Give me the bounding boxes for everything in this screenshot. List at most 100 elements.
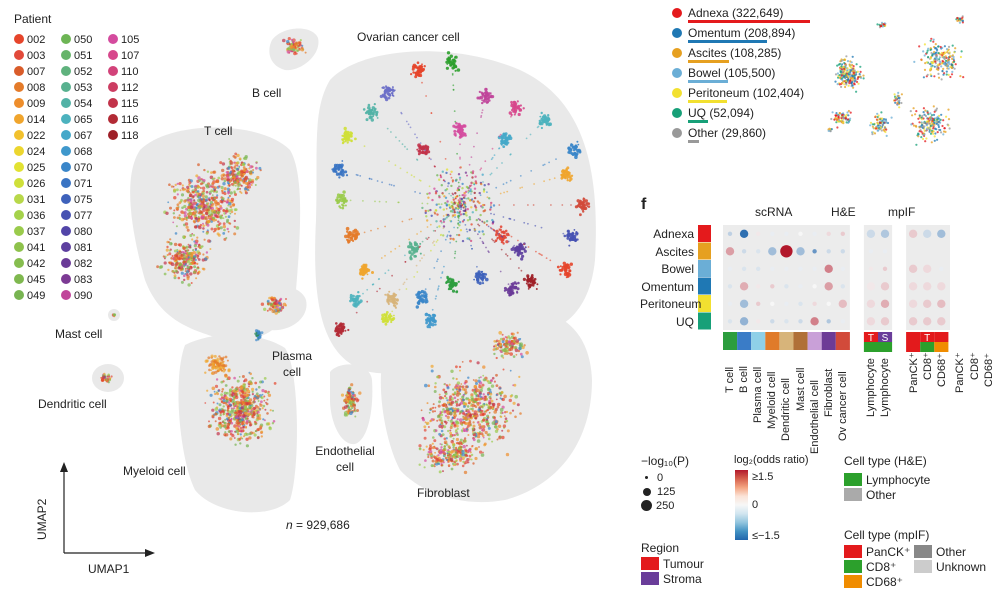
cell-point xyxy=(425,152,428,155)
cell-point xyxy=(481,206,484,209)
cell-point xyxy=(304,51,307,54)
cell-point xyxy=(268,426,272,431)
cell-point xyxy=(102,375,106,380)
cell-point xyxy=(197,252,202,256)
cell-point xyxy=(362,200,364,202)
cell-point xyxy=(200,199,204,204)
patient-id: 037 xyxy=(27,226,46,238)
cell-point xyxy=(200,204,204,208)
cell-point xyxy=(339,193,343,198)
cell-point xyxy=(205,231,209,235)
cell-point xyxy=(473,145,475,148)
patient-legend-title: Patient xyxy=(14,12,52,26)
cell-point xyxy=(374,200,376,203)
cell-point xyxy=(450,184,453,188)
cell-point xyxy=(213,197,216,200)
cell-point xyxy=(343,200,346,204)
cell-point xyxy=(263,399,266,402)
cell-point xyxy=(250,184,253,186)
patient-id: 009 xyxy=(27,98,46,110)
cell-point xyxy=(452,388,455,391)
cell-point xyxy=(363,145,366,148)
cell-point xyxy=(368,115,372,120)
cell-point xyxy=(449,419,453,423)
cell-point xyxy=(346,137,351,142)
cell-point xyxy=(459,393,462,396)
cell-point xyxy=(179,189,182,192)
cell-point xyxy=(457,173,461,176)
cell-point xyxy=(513,251,516,254)
patient-id: 080 xyxy=(74,226,93,238)
cell-point xyxy=(555,158,557,161)
cell-point xyxy=(173,274,177,277)
cell-point xyxy=(190,252,193,255)
cell-point xyxy=(223,409,227,412)
patient-color-swatch xyxy=(61,290,71,300)
cell-point xyxy=(582,198,586,201)
cell-point xyxy=(234,152,238,156)
cell-point xyxy=(452,462,455,465)
cell-point xyxy=(199,182,203,186)
cell-point xyxy=(222,356,225,359)
cell-point xyxy=(246,182,250,185)
cell-point xyxy=(419,245,421,248)
cell-point xyxy=(385,311,389,314)
cell-point xyxy=(427,455,430,459)
cell-point xyxy=(455,377,458,381)
cell-point xyxy=(562,232,565,235)
cell-point xyxy=(212,230,215,233)
cell-point xyxy=(470,156,473,159)
cell-point xyxy=(248,432,252,436)
cell-point xyxy=(430,112,433,114)
cell-point xyxy=(439,443,442,445)
patient-color-swatch xyxy=(108,66,118,76)
cell-point xyxy=(436,414,441,419)
cell-point xyxy=(422,448,425,451)
cell-point xyxy=(461,194,464,196)
cell-point xyxy=(208,198,211,201)
cell-point xyxy=(172,185,175,188)
cell-point xyxy=(438,470,442,474)
cell-point xyxy=(221,168,225,173)
cell-point xyxy=(427,426,430,428)
cell-point xyxy=(185,219,188,221)
cell-point xyxy=(451,278,454,280)
cell-point xyxy=(214,384,219,388)
cell-point xyxy=(198,270,201,273)
cell-point xyxy=(223,228,226,232)
patient-item: 115 xyxy=(108,96,139,112)
cell-point xyxy=(459,131,461,134)
cell-point xyxy=(210,212,214,216)
cell-point xyxy=(197,266,200,269)
cell-point xyxy=(456,202,459,205)
patient-color-swatch xyxy=(61,50,71,60)
cell-point xyxy=(481,99,483,101)
cell-point xyxy=(458,365,462,369)
cell-point xyxy=(511,332,515,336)
cell-point xyxy=(196,236,199,239)
cell-point xyxy=(266,398,269,401)
patient-color-swatch xyxy=(61,98,71,108)
cell-point xyxy=(279,297,283,301)
cell-point xyxy=(300,48,305,52)
cell-point xyxy=(474,180,477,183)
cell-point xyxy=(544,116,546,118)
cell-point xyxy=(484,410,488,413)
cell-point xyxy=(439,206,442,209)
cell-point xyxy=(440,221,443,224)
cell-point xyxy=(253,407,256,410)
patient-color-swatch xyxy=(14,162,24,172)
cell-point xyxy=(172,221,175,224)
cell-point xyxy=(466,208,469,211)
cell-point xyxy=(447,429,450,433)
cell-point xyxy=(273,296,276,300)
cell-point xyxy=(230,167,234,170)
cell-point xyxy=(364,263,368,267)
cell-point xyxy=(234,443,237,446)
cell-point xyxy=(451,215,454,218)
cell-point xyxy=(212,218,216,222)
cell-point xyxy=(468,454,472,458)
cell-point xyxy=(429,444,432,447)
cell-point xyxy=(424,459,427,462)
cell-point xyxy=(441,193,444,196)
